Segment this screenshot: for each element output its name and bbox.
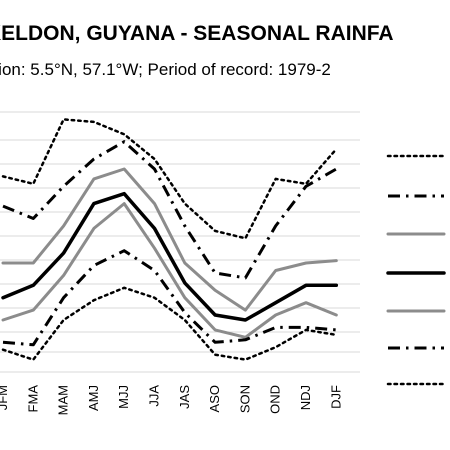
chart-title: KELDON, GUYANA - SEASONAL RAINFA bbox=[0, 22, 394, 45]
series-line-3 bbox=[1, 167, 338, 312]
chart-subtitle: ation: 5.5°N, 57.1°W; Period of record: … bbox=[0, 60, 331, 79]
x-tick-label: MJJ bbox=[116, 385, 131, 409]
legend bbox=[386, 154, 446, 386]
x-tick-label: ASO bbox=[207, 385, 222, 412]
series-line-6 bbox=[2, 249, 337, 347]
x-axis-ticks: JFM FMA MAM AMJ MJJ JJA JAS ASO SON OND NDJ DJF bbox=[0, 385, 343, 416]
x-tick-label: DJF bbox=[328, 385, 343, 409]
x-tick-label: NDJ bbox=[298, 385, 313, 410]
x-tick-label: JFM bbox=[0, 385, 10, 410]
series-lines bbox=[1, 118, 339, 361]
x-tick-label: MAM bbox=[56, 385, 71, 415]
x-tick-label: JAS bbox=[177, 385, 192, 409]
x-tick-label: SON bbox=[237, 385, 252, 413]
x-tick-label: AMJ bbox=[86, 385, 101, 411]
x-tick-label: OND bbox=[268, 385, 283, 414]
x-tick-label: FMA bbox=[25, 385, 40, 413]
series-line-4 bbox=[1, 191, 339, 322]
series-line-1 bbox=[1, 118, 338, 240]
series-line-7 bbox=[1, 286, 338, 361]
gridlines bbox=[0, 111, 360, 373]
x-tick-label: JJA bbox=[147, 385, 162, 407]
series-line-5 bbox=[1, 202, 338, 339]
